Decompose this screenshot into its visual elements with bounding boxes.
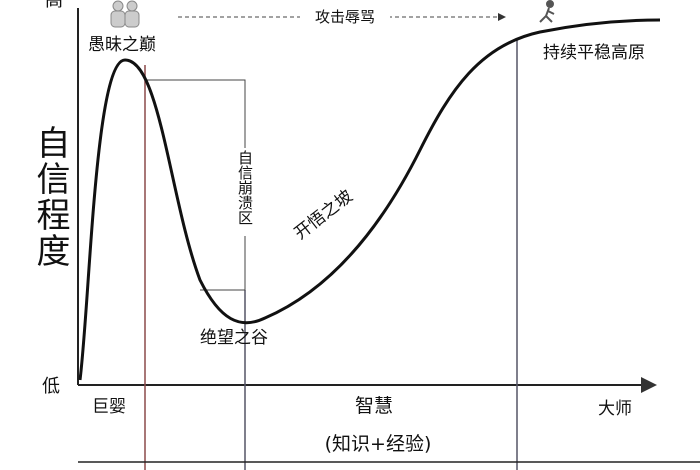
stage-label: 开悟之坡 (291, 186, 357, 244)
y-axis-label: 自信程度 (30, 125, 70, 269)
label-bg (232, 148, 258, 236)
stage-label: 绝望之谷 (200, 328, 268, 348)
x-note: (知识+经验) (325, 433, 432, 455)
x-label: 巨婴 (92, 397, 126, 417)
x-label: 智慧 (355, 395, 393, 417)
x-label: 大师 (598, 399, 632, 419)
high-label: 高 (45, 0, 63, 11)
stage-label: 愚昧之巅 (88, 35, 156, 55)
walker-icon (539, 0, 555, 23)
people-icon (110, 0, 140, 28)
curve (78, 18, 661, 381)
stage-label: 持续平稳高原 (543, 43, 645, 63)
low-label: 低 (42, 376, 60, 397)
stage-label: 自信崩溃区 (236, 150, 254, 225)
stage-label: 攻击辱骂 (315, 8, 375, 26)
bracket (145, 79, 246, 291)
label-bg (300, 8, 390, 26)
